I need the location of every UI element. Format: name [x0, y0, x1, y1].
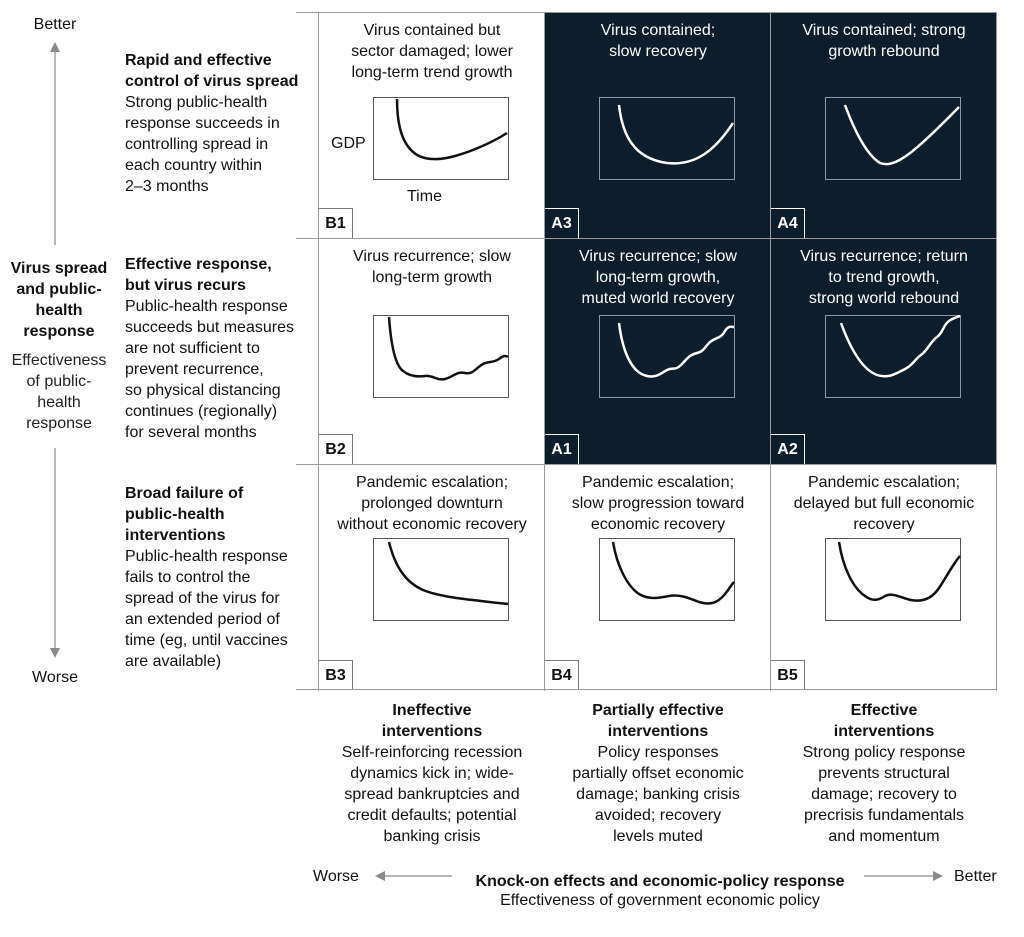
arrow-right-icon — [864, 871, 943, 881]
gdp-curve-a1 — [599, 315, 735, 398]
grid-line — [996, 12, 997, 691]
y-axis-subtitle: Effectiveness of public- health response — [11, 352, 107, 432]
grid-line — [770, 12, 771, 691]
scenario-id-badge: B2 — [319, 434, 353, 464]
scenario-id-badge: A3 — [545, 208, 579, 238]
x-axis-better-label: Better — [954, 868, 997, 885]
gdp-axis-label: GDP — [331, 135, 366, 152]
scenario-title: Pandemic escalation; delayed but full ec… — [793, 474, 975, 533]
grid-line — [544, 12, 545, 691]
x-axis-worse-label: Worse — [313, 868, 359, 885]
grid-line — [318, 12, 319, 691]
scenario-cell-b1: Virus contained but sector damaged; lowe… — [319, 12, 545, 238]
scenario-title: Pandemic escalation; prolonged downturn … — [337, 474, 527, 533]
scenario-title: Virus contained but sector damaged; lowe… — [351, 22, 513, 81]
scenario-cell-a1: Virus recurrence; slow long-term growth,… — [545, 238, 771, 464]
gdp-curve-b4 — [599, 538, 735, 621]
scenario-cell-a3: Virus contained; slow recovery A3 — [545, 12, 771, 238]
scenario-title: Virus contained; slow recovery — [600, 22, 716, 60]
gdp-curve-b5 — [825, 538, 961, 621]
scenario-id-badge: A2 — [771, 434, 805, 464]
grid-line — [296, 238, 997, 239]
scenario-cell-b3: Pandemic escalation; prolonged downturn … — [319, 464, 545, 690]
x-axis-title: Knock-on effects and economic-policy res… — [475, 873, 845, 890]
time-axis-label: Time — [407, 188, 442, 205]
scenario-id-badge: A4 — [771, 208, 805, 238]
row-header-broad-failure: Broad failure of public-health intervent… — [125, 485, 288, 670]
scenario-cell-a4: Virus contained; strong growth rebound A… — [771, 12, 997, 238]
x-axis-subtitle: Effectiveness of government economic pol… — [500, 892, 820, 909]
column-header-partially-effective: Partially effective interventions Policy… — [572, 702, 744, 845]
scenario-title: Virus recurrence; return to trend growth… — [800, 248, 968, 307]
grid-line — [296, 12, 997, 13]
column-header-effective: Effective interventions Strong policy re… — [802, 702, 966, 845]
scenario-id-badge: B4 — [545, 660, 579, 690]
scenario-title: Virus recurrence; slow long-term growth,… — [579, 248, 737, 307]
scenario-cell-b2: Virus recurrence; slow long-term growth … — [319, 238, 545, 464]
grid-line — [296, 689, 997, 690]
row-header-virus-recurs: Effective response, but virus recurs Pub… — [125, 256, 294, 441]
arrow-down-icon — [50, 648, 60, 658]
gdp-curve-b2 — [373, 315, 509, 398]
y-axis-title: Virus spread and public- health response — [10, 260, 108, 340]
scenario-id-badge: B5 — [771, 660, 805, 690]
scenario-cell-b5: Pandemic escalation; delayed but full ec… — [771, 464, 997, 690]
gdp-curve-b1 — [373, 97, 509, 180]
y-axis-better-label: Better — [33, 16, 77, 33]
gdp-curve-a3 — [599, 97, 735, 180]
scenario-title: Pandemic escalation; slow progression to… — [571, 474, 745, 533]
row-header-rapid-control: Rapid and effective control of virus spr… — [125, 52, 299, 195]
scenario-id-badge: B3 — [319, 660, 353, 690]
scenario-cell-b4: Pandemic escalation; slow progression to… — [545, 464, 771, 690]
grid-line — [296, 464, 997, 465]
scenario-id-badge: B1 — [319, 208, 353, 238]
scenario-id-badge: A1 — [545, 434, 579, 464]
gdp-curve-a4 — [825, 97, 961, 180]
scenario-title: Virus contained; strong growth rebound — [802, 22, 966, 60]
scenario-cell-a2: Virus recurrence; return to trend growth… — [771, 238, 997, 464]
y-axis-worse-label: Worse — [32, 669, 78, 686]
column-header-ineffective: Ineffective interventions Self-reinforci… — [341, 702, 523, 845]
y-axis-arrow — [50, 42, 60, 658]
gdp-curve-a2 — [825, 314, 961, 398]
arrow-up-icon — [50, 42, 60, 52]
arrow-left-icon — [375, 871, 452, 881]
scenario-title: Virus recurrence; slow long-term growth — [353, 248, 511, 286]
gdp-curve-b3 — [373, 538, 509, 621]
